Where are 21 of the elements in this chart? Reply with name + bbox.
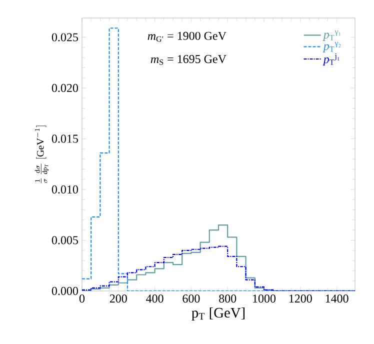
annotation: m$_{G′}$ = 1900 GeV bbox=[148, 32, 226, 42]
legend-label: p$_{T}$j₁ bbox=[322, 53, 340, 66]
y-axis-title: $\frac{1}{\sigma}\,\frac{\mathrm{d}\sigma}{\mathrm{d}\mathrm{p}_\mathrm{T}}\;[\mathrm{GeV}^{-1}]$ bbox=[34, 126, 49, 184]
legend-label: p$_{T}$γ₁ bbox=[322, 30, 341, 41]
x-tick-label: 0 bbox=[79, 294, 85, 303]
legend-label: p$_{T}$γ₂ bbox=[322, 42, 341, 52]
x-tick-label: 600 bbox=[182, 294, 200, 303]
y-tick-label: 0.020 bbox=[52, 84, 78, 92]
x-tick-label: 1400 bbox=[326, 294, 348, 303]
y-tick-label: 0.025 bbox=[52, 33, 78, 42]
x-tick-label: 200 bbox=[110, 294, 127, 303]
y-tick-label: 0.005 bbox=[52, 236, 78, 244]
x-tick-label: 1000 bbox=[253, 294, 276, 303]
y-tick-label: 0.000 bbox=[52, 286, 78, 296]
x-tick-label: 800 bbox=[219, 294, 236, 303]
annotation: m$_{S}$ = 1695 GeV bbox=[150, 55, 226, 65]
x-tick-label: 400 bbox=[146, 294, 164, 303]
x-axis-title: p$_{T}$ [GeV] bbox=[192, 307, 245, 321]
x-tick-label: 1200 bbox=[289, 294, 312, 303]
y-tick-label: 0.015 bbox=[52, 134, 78, 143]
y-tick-label: 0.010 bbox=[52, 185, 78, 194]
